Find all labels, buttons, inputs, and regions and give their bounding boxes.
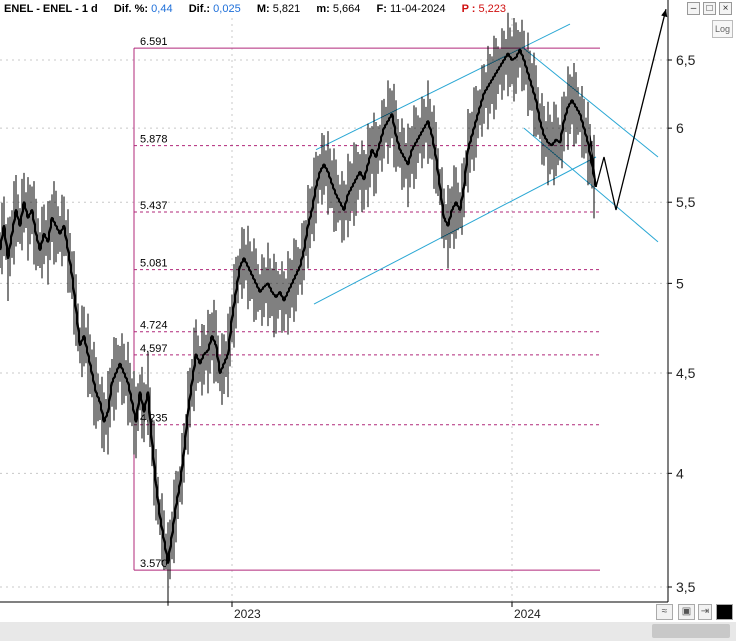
dif-pct-value: 0,44	[151, 3, 173, 15]
fib-level-label: 6.591	[140, 36, 168, 48]
min-value: 5,664	[332, 3, 361, 15]
y-tick-label: 4,5	[676, 365, 696, 381]
close-icon[interactable]: ×	[719, 2, 732, 15]
max-label: M:	[256, 3, 270, 15]
y-tick-label: 4	[676, 465, 684, 481]
maximize-icon[interactable]: □	[703, 2, 716, 15]
fib-level-label: 5.878	[140, 134, 168, 146]
symbol-title: ENEL - ENEL - 1 d	[4, 3, 98, 15]
grid	[0, 18, 668, 602]
price-series	[0, 12, 598, 606]
dif-pct-label: Dif. %:	[113, 3, 149, 15]
projection-line	[589, 9, 667, 211]
dif-label: Dif.:	[188, 3, 211, 15]
channel-down-upper	[521, 46, 659, 158]
date-value: 11-04-2024	[389, 3, 446, 15]
fib-level-label: 4.597	[140, 343, 168, 355]
horizontal-scrollbar[interactable]	[0, 622, 736, 641]
chart-header: ENEL - ENEL - 1 d Dif. %: 0,44 Dif.: 0,0…	[0, 0, 736, 18]
dif-value: 0,025	[213, 3, 241, 15]
window-controls: – □ ×	[687, 2, 732, 15]
axes: 3,5 4 4,5 5 5,5 6 6,5 2023 2024	[0, 0, 696, 621]
minimize-icon[interactable]: –	[687, 2, 700, 15]
fibonacci-levels: 6.591 5.878 5.437 5.081 4.724 4.597 4.235 3.570	[133, 36, 600, 571]
price-line	[0, 48, 598, 565]
scrollbar-thumb[interactable]	[652, 624, 730, 638]
fib-level-label: 4.724	[140, 320, 168, 332]
price-label: P :	[461, 3, 476, 15]
y-tick-label: 5	[676, 275, 684, 291]
projection-path	[589, 9, 668, 211]
y-tick-label: 5,5	[676, 194, 696, 210]
x-tick-label: 2024	[514, 607, 541, 621]
fib-level-label: 5.081	[140, 258, 168, 270]
date-label: F:	[376, 3, 387, 15]
color-toggle-icon[interactable]	[716, 604, 733, 620]
max-value: 5,821	[272, 3, 301, 15]
save-icon[interactable]: ▣	[678, 604, 695, 620]
x-tick-label: 2023	[234, 607, 261, 621]
fib-level-label: 5.437	[140, 200, 168, 212]
fib-level-label: 4.235	[140, 413, 168, 425]
projection-arrowhead	[661, 9, 668, 18]
log-scale-button[interactable]: Log	[712, 20, 733, 38]
y-tick-label: 6	[676, 120, 684, 136]
fib-level-label: 3.570	[140, 558, 168, 570]
price-value: 5,223	[478, 3, 507, 15]
min-label: m:	[316, 3, 330, 15]
channel-up-lower	[313, 156, 597, 305]
y-tick-label: 3,5	[676, 579, 696, 595]
export-icon[interactable]: ⇥	[698, 604, 712, 620]
compare-icon[interactable]: ≈	[656, 604, 673, 620]
y-tick-label: 6,5	[676, 52, 696, 68]
